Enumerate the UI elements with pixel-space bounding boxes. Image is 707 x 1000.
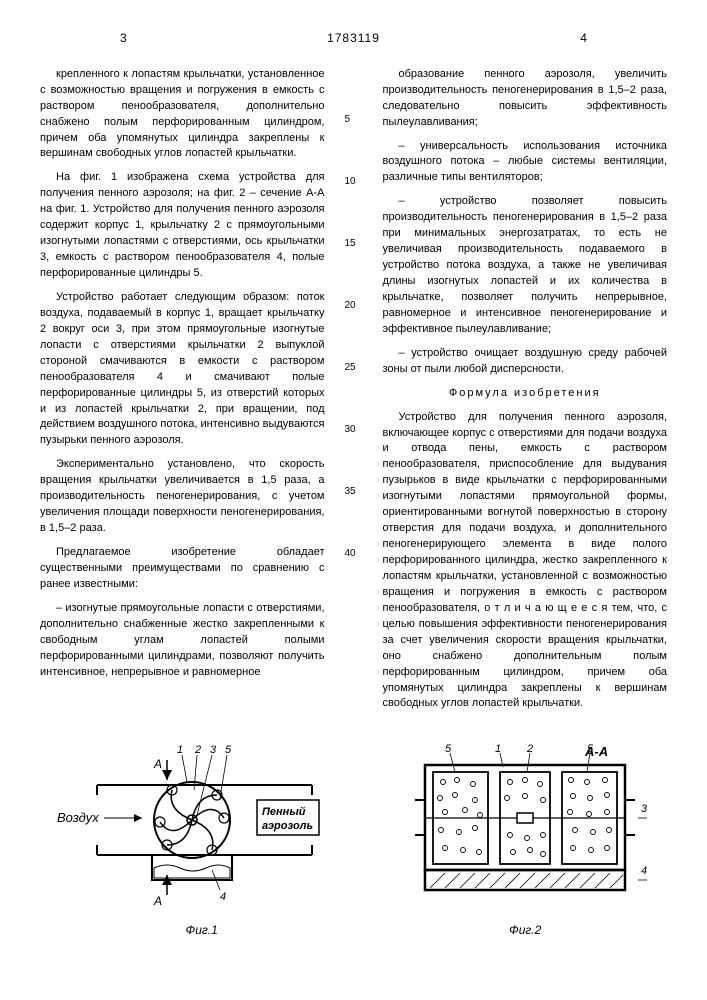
foam-label-2: аэрозоль: [262, 820, 313, 832]
svg-text:5: 5: [225, 744, 232, 756]
figure-1-caption: Фиг.1: [52, 922, 352, 939]
figure-1-svg: А А Воздух Пенный аэрозоль 1 2 3 5 4: [52, 740, 352, 920]
left-column: крепленного к лопастям крыльчатки, устан…: [40, 67, 325, 721]
line-number: 30: [345, 423, 363, 437]
air-label: Воздух: [57, 810, 99, 825]
svg-text:3: 3: [210, 744, 217, 756]
line-number: 10: [345, 175, 363, 189]
figure-1: А А Воздух Пенный аэрозоль 1 2 3 5 4 Фиг…: [52, 740, 352, 939]
svg-text:1: 1: [495, 743, 501, 755]
right-column: образование пенного аэрозоля, увеличить …: [383, 67, 668, 721]
paragraph: Экспериментально установлено, что скорос…: [40, 457, 325, 537]
svg-text:3: 3: [641, 803, 648, 815]
page-number-right: 4: [580, 30, 587, 47]
page-number-left: 3: [120, 30, 127, 47]
svg-text:4: 4: [641, 865, 647, 877]
svg-text:1: 1: [177, 744, 183, 756]
line-number: 5: [345, 113, 363, 127]
svg-text:2: 2: [526, 743, 533, 755]
svg-text:5: 5: [445, 743, 452, 755]
svg-text:4: 4: [220, 891, 226, 903]
svg-text:2: 2: [194, 744, 201, 756]
list-item: – изогнутые прямоугольные лопасти с отве…: [40, 601, 325, 681]
line-number: 40: [345, 547, 363, 561]
list-item: – устройство очищает воздушную среду раб…: [383, 346, 668, 378]
foam-label-1: Пенный: [262, 806, 306, 818]
section-marker-bottom: А: [153, 894, 162, 908]
paragraph: Предлагаемое изобретение обладает сущест…: [40, 545, 325, 593]
section-marker-top: А: [153, 757, 162, 771]
line-number: 20: [345, 299, 363, 313]
figures-row: А А Воздух Пенный аэрозоль 1 2 3 5 4 Фиг…: [40, 740, 667, 939]
text-columns: крепленного к лопастям крыльчатки, устан…: [40, 67, 667, 721]
paragraph: Устройство для получения пенного аэрозол…: [383, 410, 668, 713]
line-number: 35: [345, 485, 363, 499]
list-item: – универсальность использования источник…: [383, 139, 668, 187]
page-header: 3 1783119 4: [40, 30, 667, 47]
figure-2-caption: Фиг.2: [395, 922, 655, 939]
paragraph: крепленного к лопастям крыльчатки, устан…: [40, 67, 325, 163]
document-number: 1783119: [327, 30, 380, 47]
figure-2-svg: А-А: [395, 740, 655, 920]
paragraph: На фиг. 1 изображена схема устройства дл…: [40, 170, 325, 282]
list-item: – устройство позволяет повысить производ…: [383, 194, 668, 337]
line-number-gutter: 5 10 15 20 25 30 35 40: [345, 67, 363, 721]
line-number: 25: [345, 361, 363, 375]
paragraph: образование пенного аэрозоля, увеличить …: [383, 67, 668, 131]
paragraph: Устройство работает следующим образом: п…: [40, 290, 325, 449]
formula-title: Формула изобретения: [383, 386, 668, 402]
line-number: 15: [345, 237, 363, 251]
svg-text:5: 5: [587, 743, 594, 755]
figure-2: А-А: [395, 740, 655, 939]
